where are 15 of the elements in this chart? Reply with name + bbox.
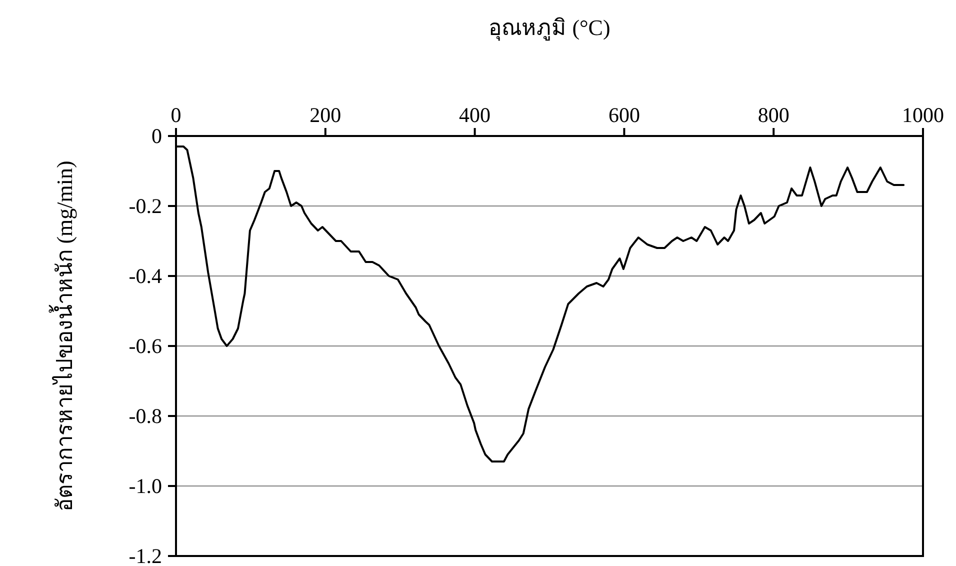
x-tick-label: 400 [459, 103, 491, 127]
x-axis-title: อุณหภูมิ (°C) [488, 15, 610, 41]
y-tick-label: -0.4 [128, 264, 162, 288]
y-tick-label: -0.6 [128, 334, 162, 358]
y-axis-title: อัตราการหายไปของน้ำหนัก (mg/min) [49, 160, 77, 512]
y-tick-label: -1.2 [128, 544, 162, 566]
x-tick-label: 200 [310, 103, 342, 127]
y-tick-label: -1.0 [128, 474, 162, 498]
x-tick-label: 800 [758, 103, 790, 127]
y-tick-label: -0.8 [128, 404, 162, 428]
x-tick-label: 0 [170, 103, 182, 127]
y-tick-label: 0 [152, 124, 162, 148]
x-tick-label: 1000 [902, 103, 944, 127]
x-tick-label: 600 [608, 103, 640, 127]
y-tick-label: -0.2 [128, 194, 162, 218]
